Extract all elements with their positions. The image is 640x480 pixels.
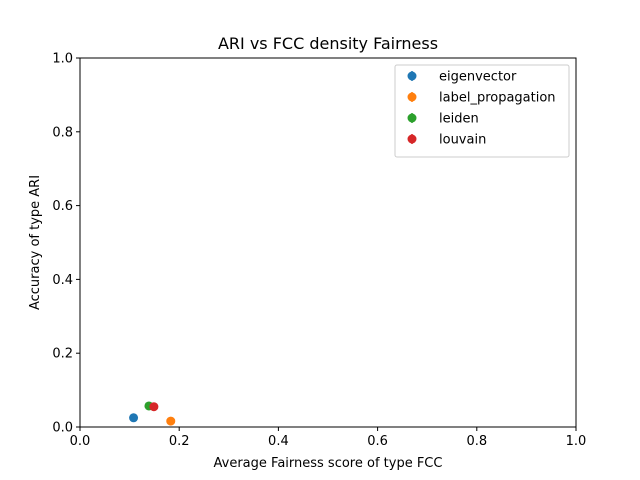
data-points [129,401,176,426]
data-point-eigenvector [129,413,139,423]
legend-frame [394,64,570,158]
x-axis: 0.0 0.2 0.4 0.6 0.8 1.0 [70,427,587,449]
chart-title: ARI vs FCC density Fairness [218,34,438,53]
x-tick-label: 0.4 [268,434,289,449]
legend-label: leiden [439,112,479,127]
x-tick-label: 1.0 [566,434,587,449]
x-tick-label: 0.0 [70,434,91,449]
x-tick-label: 0.2 [169,434,190,449]
y-tick-label: 0.0 [52,421,73,436]
legend-marker [407,113,417,123]
legend-item-louvain: louvain [407,133,486,148]
legend-label: louvain [439,133,486,148]
legend-item-leiden: leiden [407,112,479,127]
x-axis-label: Average Fairness score of type FCC [214,456,443,471]
x-tick-label: 0.6 [367,434,388,449]
y-tick-label: 0.8 [52,125,73,140]
legend-item-eigenvector: eigenvector [407,70,517,85]
y-tick-label: 0.2 [52,347,73,362]
legend-marker [407,92,417,102]
legend-item-label-propagation: label_propagation [407,91,556,106]
y-axis-label: Accuracy of type ARI [28,175,43,310]
legend-marker [407,134,417,144]
data-point-louvain [149,402,159,412]
x-tick-label: 0.8 [466,434,487,449]
y-tick-label: 0.6 [52,199,73,214]
axes-frame [79,57,577,428]
y-tick-label: 0.4 [52,273,73,288]
legend-label: label_propagation [439,91,556,106]
data-point-label-propagation [166,416,176,426]
legend-label: eigenvector [439,70,517,85]
y-tick-label: 1.0 [52,52,73,67]
y-axis: 0.0 0.2 0.4 0.6 0.8 1.0 [52,52,80,436]
legend-marker [407,71,417,81]
